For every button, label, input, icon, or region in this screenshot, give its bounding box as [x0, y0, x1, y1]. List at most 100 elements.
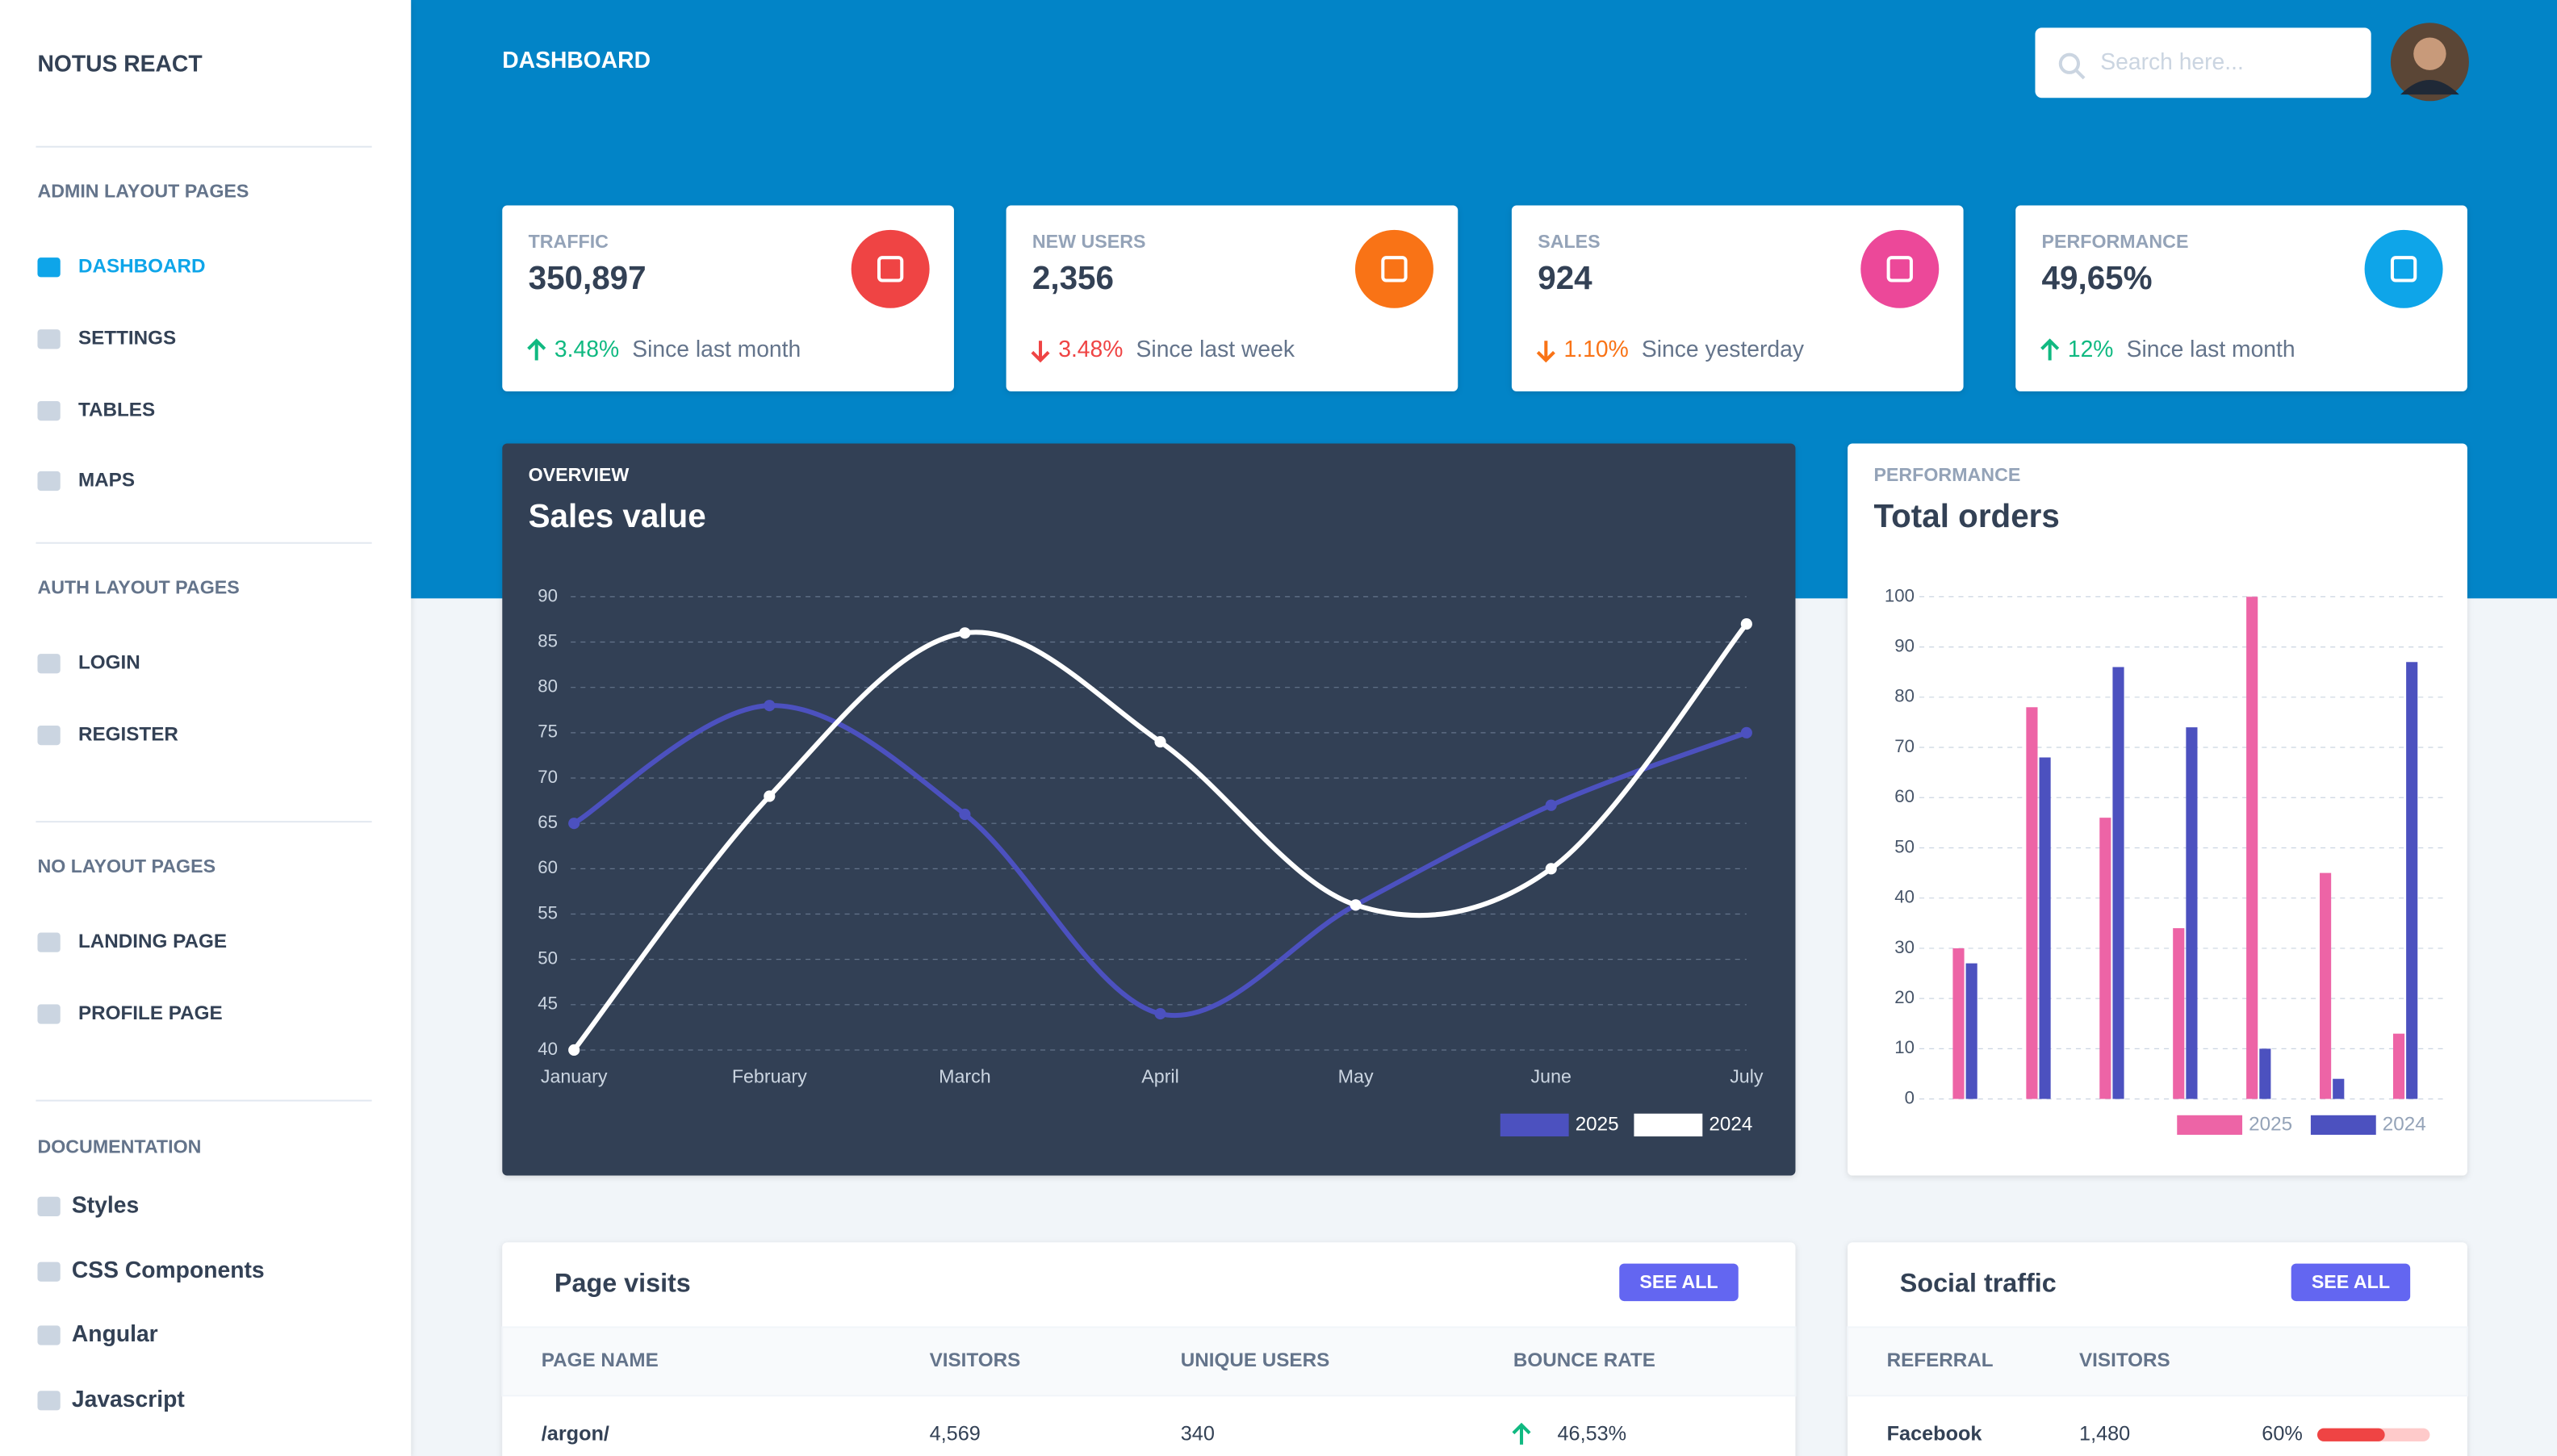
change-arrow	[1536, 350, 1555, 363]
nav-link[interactable]: REGISTER	[78, 723, 178, 745]
search-box[interactable]	[2035, 27, 2371, 98]
y-tick-label: 20	[1894, 987, 1915, 1007]
y-tick-label: 100	[1885, 585, 1915, 605]
line-point	[764, 700, 776, 712]
nav-link[interactable]: Angular	[72, 1320, 158, 1346]
nav-link[interactable]: DASHBOARD	[78, 256, 206, 278]
nav-icon	[37, 654, 61, 674]
stat-title: PERFORMANCE	[2042, 231, 2189, 252]
y-tick-label: 50	[538, 948, 558, 969]
nav-link[interactable]: PROFILE PAGE	[78, 1002, 223, 1024]
line-point	[1545, 799, 1557, 811]
see-all-button[interactable]	[1619, 1263, 1739, 1302]
y-tick-label: 80	[538, 676, 558, 697]
change-arrow	[1031, 350, 1050, 363]
nav-link[interactable]: TABLES	[78, 399, 155, 420]
column-header: VISITORS	[930, 1349, 1021, 1371]
change-arrow	[2040, 338, 2060, 350]
see-all-button[interactable]	[2291, 1263, 2411, 1302]
section-heading: NO LAYOUT PAGES	[37, 856, 216, 877]
bar	[2333, 1078, 2345, 1099]
line-point	[1350, 899, 1362, 911]
nav-icon	[37, 1004, 61, 1024]
nav-icon	[37, 725, 61, 746]
search-placeholder: Search here...	[2100, 48, 2244, 74]
stat-note: Since last month	[2127, 336, 2295, 362]
stat-icon-glyph	[1886, 256, 1913, 282]
section-heading: DOCUMENTATION	[37, 1136, 201, 1157]
table-cell: /argon/	[542, 1422, 609, 1445]
nav-icon	[37, 329, 61, 349]
y-tick-label: 10	[1894, 1037, 1915, 1057]
progress-label: 60%	[2262, 1422, 2303, 1445]
stat-change: 3.48%	[555, 336, 619, 362]
nav-icon	[37, 1261, 61, 1282]
y-tick-label: 90	[1894, 635, 1915, 655]
column-header: PAGE NAME	[542, 1349, 659, 1371]
stat-icon-glyph	[877, 256, 904, 282]
line-point	[1154, 736, 1166, 748]
line-point	[959, 808, 971, 821]
x-tick-label: March	[939, 1065, 991, 1086]
search-icon	[2058, 52, 2081, 74]
nav-icon	[37, 257, 61, 278]
stat-note: Since last week	[1136, 336, 1295, 362]
bar	[2320, 872, 2332, 1099]
y-tick-label: 80	[1894, 686, 1915, 706]
legend-swatch	[2310, 1115, 2376, 1136]
table-cell: 46,53%	[1557, 1422, 1626, 1445]
stat-icon	[851, 229, 930, 308]
stat-note: Since yesterday	[1642, 336, 1805, 362]
stat-card	[502, 205, 954, 391]
bar	[2186, 727, 2198, 1099]
nav-link[interactable]: LOGIN	[78, 652, 140, 674]
bar	[2392, 1033, 2405, 1099]
nav-link[interactable]: MAPS	[78, 469, 135, 491]
bar	[2246, 596, 2258, 1099]
see-all-label[interactable]: SEE ALL	[2312, 1271, 2390, 1292]
nav-link[interactable]: SETTINGS	[78, 328, 176, 349]
bar	[2406, 662, 2418, 1099]
table-cell: 4,569	[930, 1422, 981, 1445]
table-title: Social traffic	[1900, 1268, 2057, 1297]
chart-title: Total orders	[1873, 497, 2059, 534]
bar	[1965, 963, 1977, 1099]
progress-bar	[2317, 1428, 2385, 1441]
line-point	[1740, 618, 1752, 630]
bar	[2173, 928, 2185, 1099]
y-tick-label: 65	[538, 812, 558, 832]
y-tick-label: 85	[538, 630, 558, 651]
stat-card	[1511, 205, 1964, 391]
y-tick-label: 50	[1894, 836, 1915, 856]
stat-note: Since last month	[632, 336, 801, 362]
nav-link[interactable]: CSS Components	[72, 1257, 265, 1282]
line-point	[764, 790, 776, 802]
nav-link[interactable]: Javascript	[72, 1386, 185, 1412]
stat-icon	[1860, 229, 1940, 308]
legend-label: 2025	[1576, 1113, 1619, 1135]
change-arrow	[1512, 1422, 1531, 1435]
line-point	[1154, 1007, 1166, 1020]
section-heading: ADMIN LAYOUT PAGES	[37, 181, 249, 202]
y-tick-label: 70	[1894, 736, 1915, 756]
nav-link[interactable]: LANDING PAGE	[78, 931, 227, 952]
y-tick-label: 75	[538, 722, 558, 742]
bar	[2259, 1048, 2271, 1099]
change-arrow	[527, 338, 546, 350]
stat-value: 350,897	[529, 259, 647, 296]
nav-link[interactable]: Styles	[72, 1191, 139, 1217]
stat-title: SALES	[1538, 231, 1600, 252]
stat-card	[2015, 205, 2467, 391]
y-tick-label: 30	[1894, 937, 1915, 957]
table-cell: 1,480	[2079, 1422, 2130, 1445]
chart-subtitle: OVERVIEW	[529, 464, 630, 485]
y-tick-label: 40	[538, 1039, 558, 1059]
y-tick-label: 70	[538, 767, 558, 787]
x-tick-label: February	[732, 1065, 807, 1086]
see-all-label[interactable]: SEE ALL	[1639, 1271, 1718, 1292]
stat-value: 924	[1538, 259, 1592, 296]
line-point	[959, 627, 971, 639]
x-tick-label: June	[1531, 1065, 1571, 1086]
